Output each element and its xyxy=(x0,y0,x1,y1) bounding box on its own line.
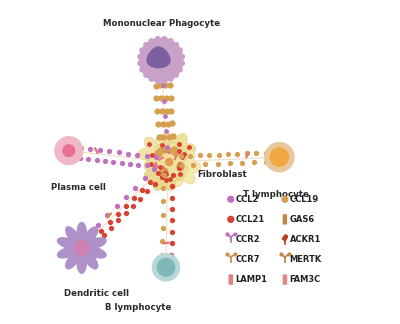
Polygon shape xyxy=(156,133,196,173)
Circle shape xyxy=(75,241,89,255)
Polygon shape xyxy=(106,212,112,219)
Text: GAS6: GAS6 xyxy=(290,215,315,224)
Polygon shape xyxy=(245,151,250,158)
Circle shape xyxy=(63,145,75,156)
Text: Fibroblast: Fibroblast xyxy=(197,170,246,179)
Polygon shape xyxy=(174,154,178,160)
Circle shape xyxy=(177,163,184,170)
Polygon shape xyxy=(144,151,184,191)
Polygon shape xyxy=(146,46,171,68)
Text: CCL21: CCL21 xyxy=(236,215,265,224)
Polygon shape xyxy=(158,156,164,161)
Polygon shape xyxy=(88,233,94,239)
Text: ACKR1: ACKR1 xyxy=(290,235,321,244)
Text: T lymphocyte: T lymphocyte xyxy=(243,190,309,199)
Polygon shape xyxy=(155,162,157,168)
Text: CCL19: CCL19 xyxy=(290,195,319,204)
Polygon shape xyxy=(149,142,188,182)
Polygon shape xyxy=(162,165,167,172)
Text: B lymphocyte: B lymphocyte xyxy=(105,303,172,312)
Circle shape xyxy=(265,143,294,172)
Polygon shape xyxy=(282,234,288,241)
Circle shape xyxy=(161,168,168,175)
Polygon shape xyxy=(164,150,171,154)
Text: Dendritic cell: Dendritic cell xyxy=(64,289,129,298)
Circle shape xyxy=(55,137,83,165)
Polygon shape xyxy=(137,36,185,84)
Polygon shape xyxy=(138,134,177,174)
FancyBboxPatch shape xyxy=(228,274,233,285)
Polygon shape xyxy=(57,222,107,274)
Polygon shape xyxy=(94,147,99,154)
Polygon shape xyxy=(162,147,201,187)
Circle shape xyxy=(282,196,288,202)
FancyBboxPatch shape xyxy=(283,274,287,285)
Circle shape xyxy=(155,150,162,157)
Circle shape xyxy=(172,149,179,156)
Text: LAMP1: LAMP1 xyxy=(236,275,268,284)
Circle shape xyxy=(157,259,175,276)
Text: CCR2: CCR2 xyxy=(236,235,260,244)
Circle shape xyxy=(228,216,234,222)
Circle shape xyxy=(152,254,180,281)
Text: Mononuclear Phagocyte: Mononuclear Phagocyte xyxy=(102,19,220,28)
Text: CCR7: CCR7 xyxy=(236,255,260,264)
Text: MERTK: MERTK xyxy=(290,255,322,264)
Text: FAM3C: FAM3C xyxy=(290,275,321,284)
Circle shape xyxy=(166,158,173,166)
Circle shape xyxy=(228,196,234,202)
FancyBboxPatch shape xyxy=(283,214,287,225)
Circle shape xyxy=(270,148,288,166)
Text: CCL2: CCL2 xyxy=(236,195,259,204)
Polygon shape xyxy=(162,242,170,244)
Text: Plasma cell: Plasma cell xyxy=(51,183,106,192)
